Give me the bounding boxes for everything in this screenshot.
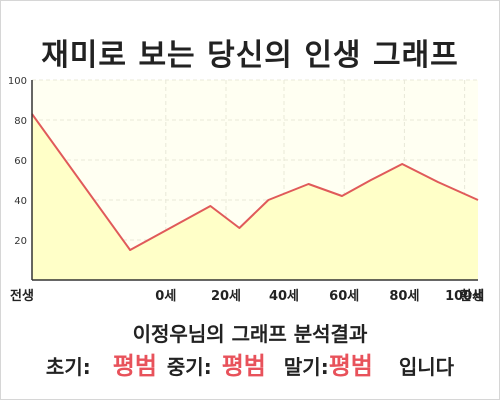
y-tick-label: 40 [14, 196, 27, 207]
mid-value: 평범 [221, 352, 266, 380]
suffix-text: 입니다 [398, 355, 455, 379]
x-tick-label: 환생 [460, 288, 484, 304]
y-tick-label: 80 [14, 116, 27, 127]
mid-label: 중기: [166, 355, 212, 379]
late-label: 말기: [283, 355, 329, 379]
x-tick-label: 0세 [155, 289, 176, 304]
page-title: 재미로 보는 당신의 인생 그래프 [41, 38, 459, 73]
series-line [31, 113, 479, 251]
x-tick-label: 60세 [329, 289, 359, 304]
late-value: 평범 [328, 352, 373, 380]
y-tick-label: 60 [14, 156, 27, 167]
analysis-summary: 이정우님의 그래프 분석결과 [132, 322, 368, 346]
series-area [32, 114, 478, 280]
y-tick-label: 20 [14, 236, 27, 247]
x-tick-label: 20세 [211, 289, 241, 304]
early-label: 초기: [45, 355, 91, 379]
early-value: 평범 [112, 352, 157, 380]
y-tick-label: 100 [8, 76, 27, 87]
x-tick-label: 전생 [10, 288, 34, 304]
analysis-results: 초기: 평범 중기: 평범 말기: 평범 입니다 [0, 346, 500, 380]
x-tick-label: 100세 [445, 289, 484, 304]
x-tick-label: 40세 [269, 289, 299, 304]
x-tick-label: 80세 [389, 289, 419, 304]
